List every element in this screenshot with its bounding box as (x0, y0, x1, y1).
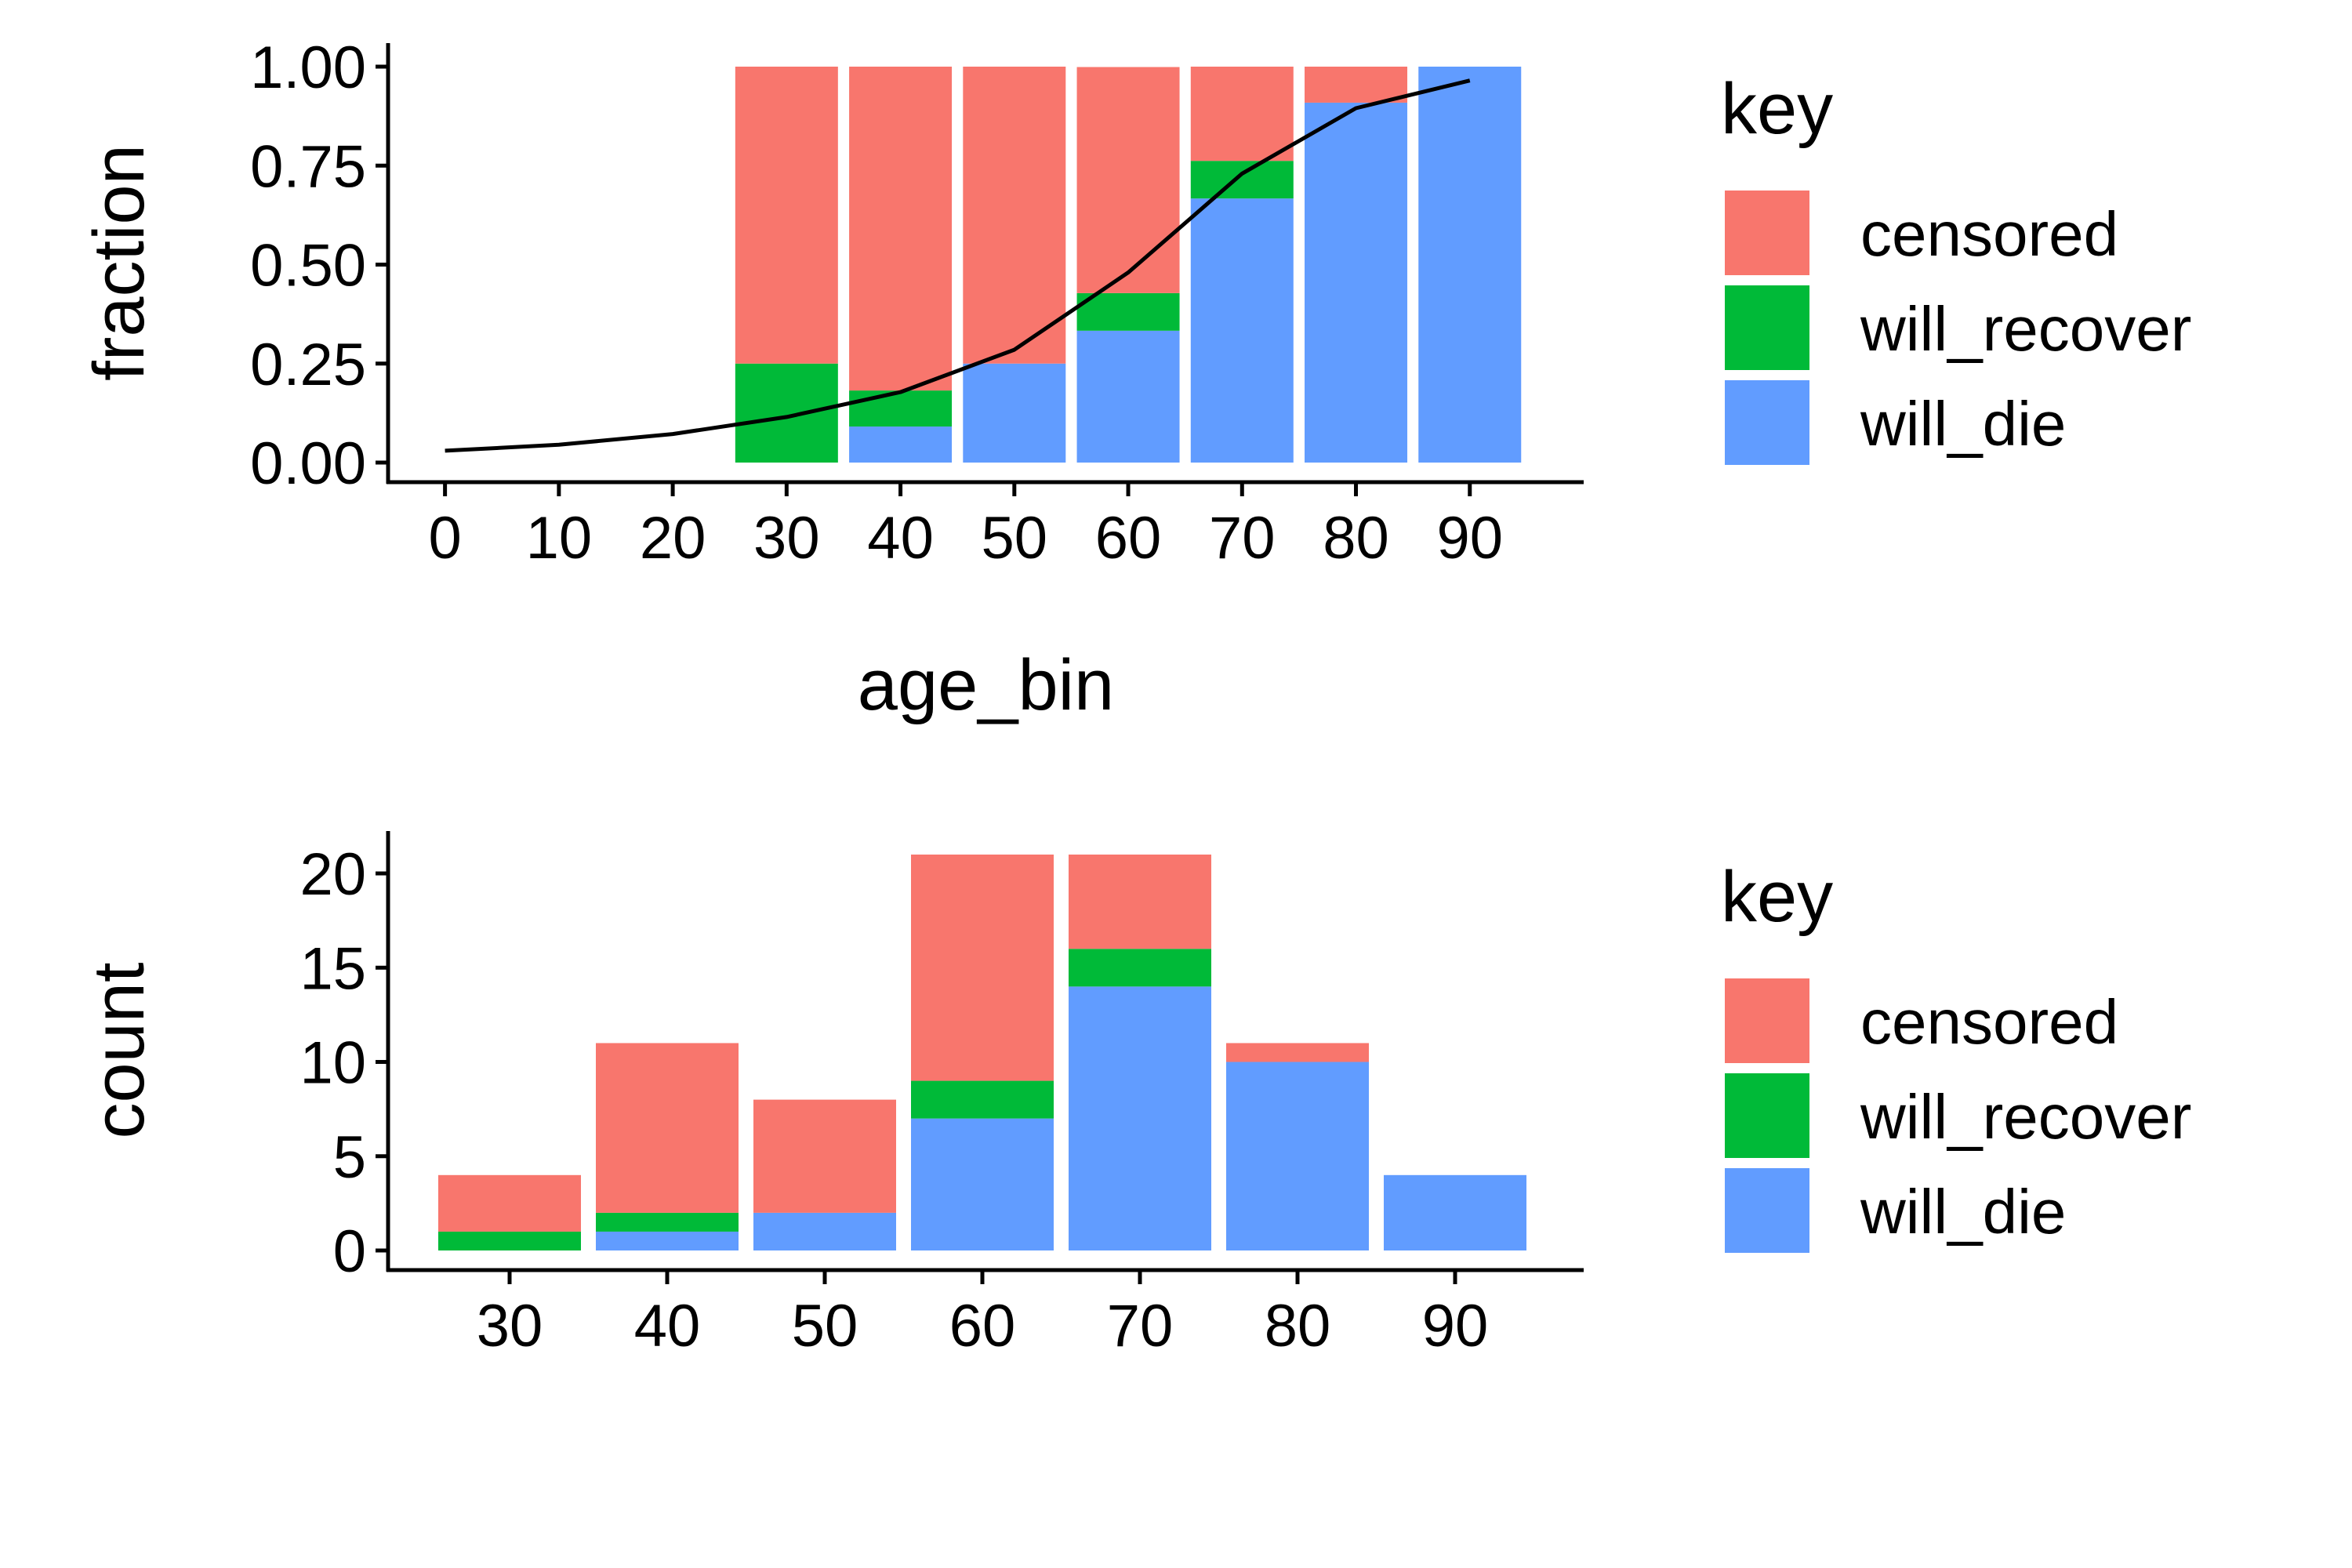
count-x-tick-label: 80 (1265, 1293, 1331, 1359)
count-chart: 0 5 10 15 20 30 40 50 60 70 80 90 count key censore… (79, 831, 2191, 1359)
fraction-y-axis-title: fraction (79, 144, 159, 381)
count-x-tick-label: 30 (477, 1293, 543, 1359)
fraction-legend-title: key (1721, 69, 1833, 149)
legend-key-will_die (1725, 1168, 1809, 1253)
bar-censored-80 (1226, 1043, 1369, 1062)
bar-will_recover-60 (1076, 292, 1180, 331)
death-rate-line (445, 78, 1471, 453)
bar-will_die-80 (1226, 1062, 1369, 1250)
bar-will_recover-40 (596, 1212, 739, 1232)
legend-key-will_recover (1725, 285, 1809, 370)
count-x-tick-label: 40 (634, 1293, 701, 1359)
fraction-x-tick-label: 60 (1095, 505, 1162, 572)
count-axes: 0 5 10 15 20 30 40 50 60 70 80 90 (299, 831, 1584, 1359)
legend-key-censored (1725, 978, 1809, 1063)
bar-will_die-40 (849, 426, 953, 463)
fraction-x-axis-title: age_bin (858, 645, 1114, 725)
legend-key-censored (1725, 191, 1809, 275)
fraction-y-tick-label: 0.25 (250, 332, 366, 398)
count-y-tick-label: 20 (299, 841, 366, 908)
bar-will_die-60 (911, 1118, 1054, 1250)
bar-censored-30 (735, 67, 838, 364)
bar-will_die-50 (753, 1212, 896, 1250)
legend-label-will_die: will_die (1860, 1177, 2066, 1247)
count-bars (438, 855, 1526, 1250)
legend-key-will_die (1725, 380, 1809, 465)
legend-label-will_recover: will_recover (1860, 1082, 2191, 1152)
count-y-tick-label: 10 (299, 1030, 366, 1097)
fraction-x-tick-label: 0 (428, 505, 461, 572)
count-x-tick-label: 70 (1107, 1293, 1174, 1359)
fraction-x-tick-label: 20 (640, 505, 706, 572)
bar-censored-80 (1305, 67, 1408, 103)
count-y-tick-label: 15 (299, 935, 366, 1002)
count-y-tick-label: 5 (333, 1124, 366, 1191)
bar-will_recover-40 (849, 390, 953, 427)
bar-censored-50 (963, 67, 1066, 364)
fraction-y-tick-label: 1.00 (250, 34, 366, 101)
bar-will_recover-60 (911, 1080, 1054, 1119)
bar-will_die-40 (596, 1231, 739, 1250)
legend-label-will_recover: will_recover (1860, 294, 2191, 364)
bar-censored-40 (596, 1043, 739, 1213)
fraction-y-tick-label: 0.75 (250, 133, 366, 200)
fraction-x-tick-label: 80 (1323, 505, 1389, 572)
count-x-tick-label: 60 (949, 1293, 1016, 1359)
count-legend-title: key (1721, 857, 1833, 937)
bar-will_recover-70 (1190, 161, 1294, 199)
bar-will_recover-30 (438, 1231, 581, 1250)
bar-censored-60 (911, 855, 1054, 1081)
death-rate-line-path (445, 78, 1471, 453)
bar-censored-30 (438, 1174, 581, 1232)
bar-censored-70 (1069, 855, 1211, 949)
fraction-bars (735, 67, 1522, 463)
count-x-tick-label: 90 (1422, 1293, 1489, 1359)
legend-label-censored: censored (1860, 987, 2118, 1057)
fraction-x-tick-label: 90 (1436, 505, 1503, 572)
fraction-x-tick-label: 50 (982, 505, 1048, 572)
bar-will_die-90 (1418, 67, 1522, 463)
fraction-x-tick-label: 10 (526, 505, 593, 572)
bar-will_die-90 (1384, 1174, 1526, 1250)
bar-will_recover-30 (735, 363, 838, 463)
bar-censored-70 (1190, 67, 1294, 162)
bar-censored-60 (1076, 67, 1180, 293)
count-y-axis-title: count (79, 962, 159, 1138)
bar-will_recover-70 (1069, 949, 1211, 987)
fraction-x-tick-label: 70 (1209, 505, 1276, 572)
legend-label-will_die: will_die (1860, 389, 2066, 459)
fraction-legend: key censored will_recover will_die (1721, 69, 2191, 465)
bar-will_die-50 (963, 363, 1066, 463)
fraction-axes: 0.00 0.25 0.50 0.75 1.00 0 10 20 30 40 50 60 70 80 90 (250, 34, 1584, 572)
bar-censored-50 (753, 1099, 896, 1213)
fraction-x-tick-label: 30 (753, 505, 820, 572)
bar-will_die-70 (1069, 986, 1211, 1250)
count-y-tick-label: 0 (333, 1218, 366, 1285)
bar-will_die-60 (1076, 330, 1180, 463)
bar-censored-40 (849, 67, 953, 391)
bar-will_die-80 (1305, 102, 1408, 463)
count-legend: key censored will_recover will_die (1721, 857, 2191, 1253)
fraction-x-tick-label: 40 (867, 505, 934, 572)
legend-label-censored: censored (1860, 199, 2118, 269)
fraction-y-tick-label: 0.00 (250, 430, 366, 497)
fraction-chart: 0.000.250.500.751.000 10 20 30 40 50 60 70 80 90 … (79, 34, 2191, 725)
count-x-tick-label: 50 (792, 1293, 858, 1359)
legend-key-will_recover (1725, 1073, 1809, 1158)
fraction-y-tick-label: 0.50 (250, 233, 366, 299)
bar-will_die-70 (1190, 198, 1294, 463)
